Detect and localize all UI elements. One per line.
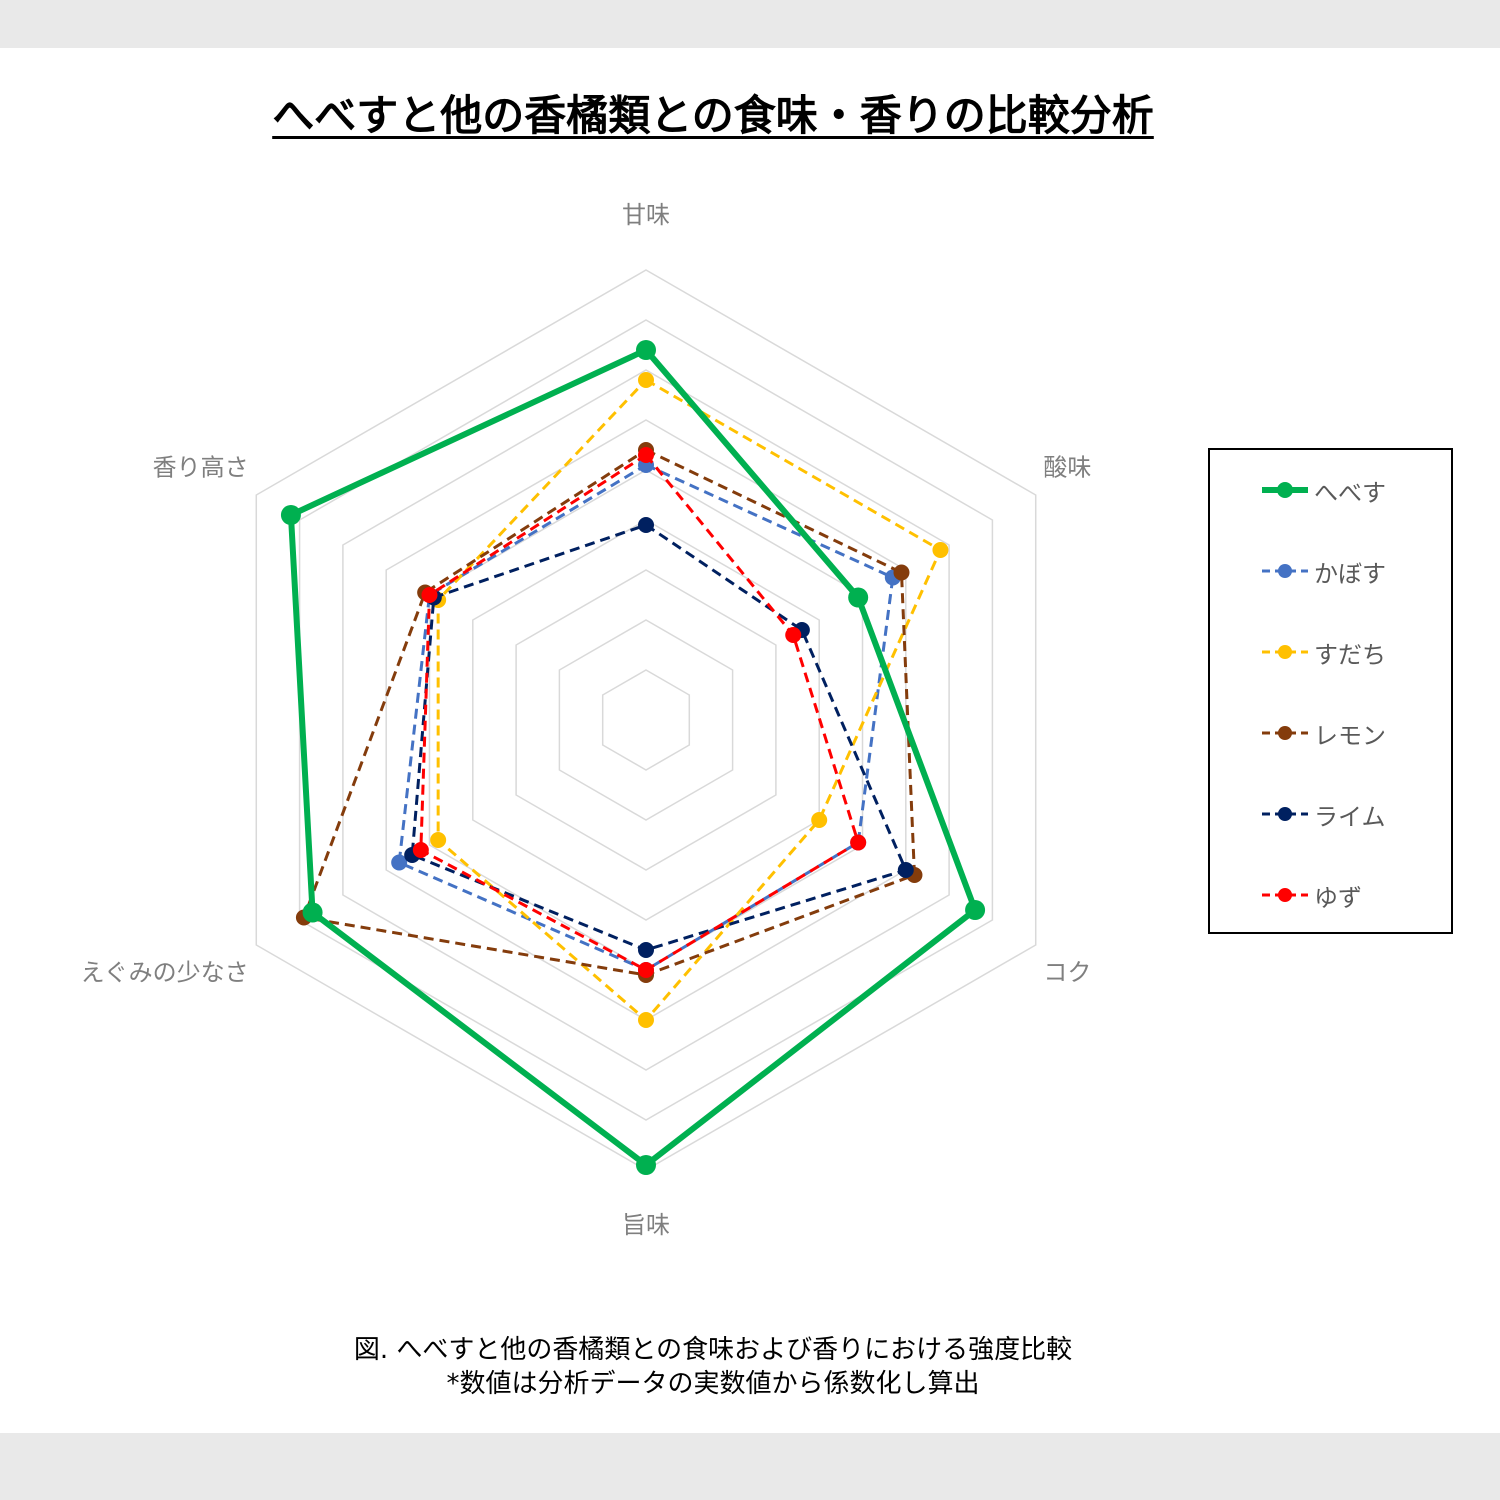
data-point (636, 1155, 656, 1175)
data-point (302, 902, 323, 923)
grid-ring (472, 519, 820, 921)
chart-title-text: へべすと他の香橘類との食味・香りの比較分析 (272, 91, 1154, 140)
grid-ring (298, 319, 994, 1121)
legend-label: ライム (1314, 802, 1386, 831)
data-point (932, 542, 949, 558)
legend-swatch (1262, 645, 1308, 659)
legend-marker (1278, 645, 1292, 659)
legend-item: ゆず (1260, 875, 1362, 915)
legend-label: レモン (1314, 721, 1386, 750)
legend-item: へべす (1260, 470, 1386, 510)
data-point (421, 587, 438, 603)
data-point (280, 505, 301, 525)
series-0 (280, 340, 986, 1175)
legend-item: かぼす (1260, 551, 1386, 591)
figure-caption: 図. へべすと他の香橘類との食味および香りにおける強度比較 *数値は分析データの… (0, 1333, 1426, 1401)
radar-series (280, 340, 986, 1175)
data-point (811, 812, 828, 828)
data-point (848, 587, 869, 608)
caption-line-1: 図. へべすと他の香橘類との食味および香りにおける強度比較 (353, 1335, 1073, 1365)
legend-marker (1278, 726, 1292, 740)
series-5 (412, 447, 867, 978)
legend-marker (1278, 807, 1292, 821)
legend-marker (1277, 482, 1293, 498)
grid-ring (558, 619, 734, 821)
data-point (638, 372, 654, 388)
data-point (638, 517, 654, 533)
series-3 (295, 442, 923, 983)
series-line (287, 347, 979, 1168)
axis-label: 香り高さ (153, 454, 249, 482)
legend-label: ゆず (1314, 883, 1362, 912)
data-point (391, 854, 408, 871)
radar-grid (255, 269, 1037, 1171)
grid-ring (255, 269, 1037, 1171)
axis-label: 旨味 (622, 1211, 670, 1239)
axis-label: えぐみの少なさ (81, 959, 249, 987)
grid-ring (601, 669, 691, 771)
grid-ring (385, 419, 907, 1021)
data-point (638, 447, 654, 463)
axis-label: 酸味 (1043, 454, 1091, 482)
chart-title: へべすと他の香橘類との食味・香りの比較分析 (0, 82, 1426, 143)
legend-item: すだち (1260, 632, 1386, 672)
legend-swatch (1262, 482, 1308, 498)
legend: へべすかぼすすだちレモンライムゆず (1208, 448, 1453, 934)
legend-swatch (1262, 564, 1308, 578)
legend-marker (1278, 564, 1292, 578)
legend-label: かぼす (1314, 559, 1386, 588)
grid-ring (428, 469, 864, 971)
data-point (638, 1012, 654, 1028)
legend-label: へべす (1314, 478, 1386, 507)
legend-swatch (1262, 726, 1308, 740)
legend-item: ライム (1260, 794, 1386, 834)
data-point (430, 832, 447, 848)
series-4 (404, 517, 914, 958)
data-point (638, 962, 654, 978)
data-point (897, 862, 914, 878)
data-point (636, 340, 656, 360)
legend-label: すだち (1314, 640, 1386, 669)
data-point (785, 627, 802, 643)
legend-marker (1278, 888, 1292, 902)
grid-ring (342, 369, 950, 1071)
caption-line-2: *数値は分析データの実数値から係数化し算出 (446, 1369, 980, 1399)
data-point (638, 942, 654, 958)
axis-label: コク (1043, 959, 1091, 987)
data-point (850, 834, 867, 851)
legend-item: レモン (1260, 713, 1386, 753)
legend-swatch (1262, 807, 1308, 821)
axis-label: 甘味 (622, 201, 670, 229)
series-line (410, 523, 908, 952)
data-point (965, 900, 986, 920)
data-point (412, 842, 429, 858)
grid-ring (515, 569, 777, 871)
legend-swatch (1262, 888, 1308, 902)
data-point (893, 564, 910, 581)
